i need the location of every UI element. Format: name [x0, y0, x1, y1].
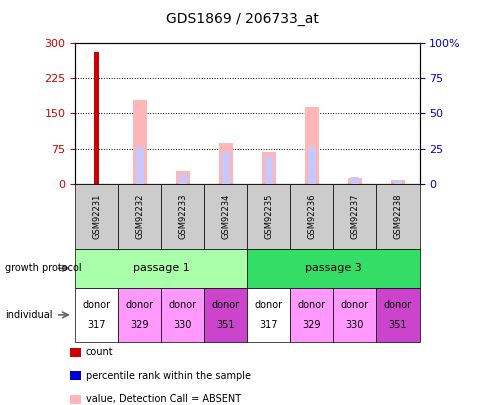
Bar [350, 177, 358, 184]
Text: donor: donor [383, 300, 411, 310]
Text: 329: 329 [130, 320, 149, 330]
Text: GSM92234: GSM92234 [221, 194, 230, 239]
Text: donor: donor [212, 300, 240, 310]
Text: 351: 351 [388, 320, 407, 330]
Text: count: count [86, 347, 113, 357]
Bar [176, 171, 189, 184]
Text: passage 3: passage 3 [304, 263, 361, 273]
Text: GSM92235: GSM92235 [264, 194, 273, 239]
Bar [348, 178, 361, 184]
Text: percentile rank within the sample: percentile rank within the sample [86, 371, 250, 381]
Text: value, Detection Call = ABSENT: value, Detection Call = ABSENT [86, 394, 241, 404]
Text: donor: donor [168, 300, 197, 310]
Text: 351: 351 [216, 320, 235, 330]
Bar [222, 151, 229, 184]
Text: GSM92232: GSM92232 [135, 194, 144, 239]
Bar [218, 143, 232, 184]
Text: GSM92233: GSM92233 [178, 194, 187, 239]
Bar [264, 156, 272, 184]
Bar [179, 174, 186, 184]
Bar [304, 107, 318, 184]
Text: passage 1: passage 1 [133, 263, 189, 273]
Bar [393, 180, 401, 184]
Text: donor: donor [82, 300, 110, 310]
Text: donor: donor [297, 300, 325, 310]
Text: donor: donor [125, 300, 153, 310]
Text: GSM92237: GSM92237 [350, 194, 359, 239]
Bar [136, 147, 143, 184]
Text: 317: 317 [259, 320, 277, 330]
Text: GSM92231: GSM92231 [92, 194, 101, 239]
Text: GDS1869 / 206733_at: GDS1869 / 206733_at [166, 12, 318, 26]
Text: donor: donor [254, 300, 282, 310]
Text: GSM92236: GSM92236 [307, 194, 316, 239]
Text: individual: individual [5, 310, 52, 320]
Text: donor: donor [340, 300, 368, 310]
Text: GSM92238: GSM92238 [393, 194, 402, 239]
Text: 329: 329 [302, 320, 320, 330]
Text: 317: 317 [87, 320, 106, 330]
Text: 330: 330 [173, 320, 192, 330]
Text: growth protocol: growth protocol [5, 263, 81, 273]
Text: 330: 330 [345, 320, 363, 330]
Bar [261, 152, 275, 184]
Bar [94, 52, 99, 184]
Bar [390, 179, 404, 184]
Bar [133, 100, 146, 184]
Bar [307, 147, 315, 184]
